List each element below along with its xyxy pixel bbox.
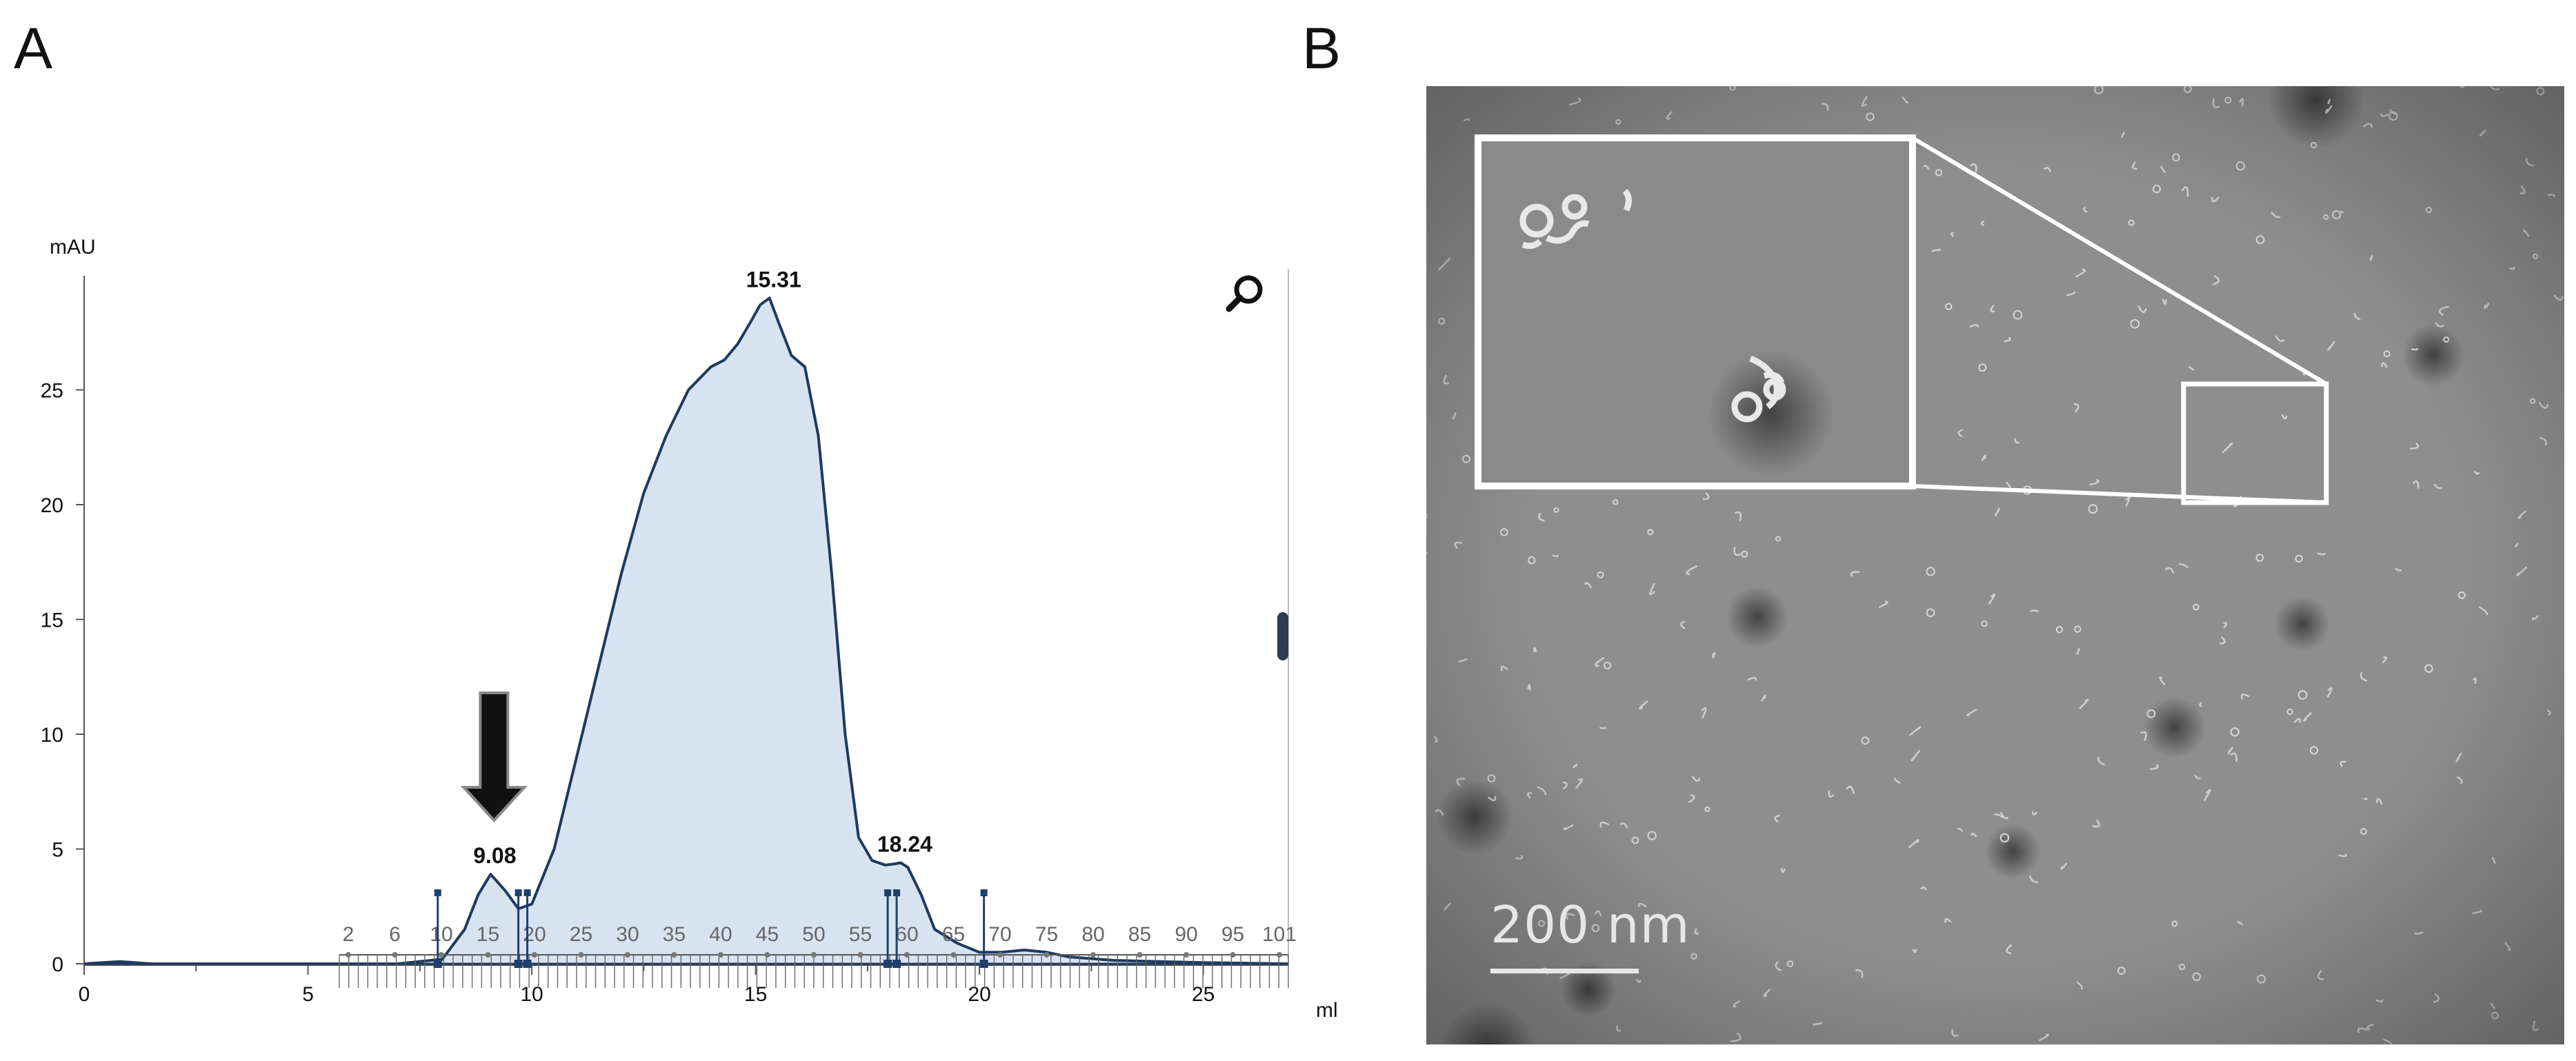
- y-tick-label: 15: [41, 609, 63, 632]
- fraction-label: 75: [1035, 923, 1058, 946]
- fraction-marker-foot: [892, 960, 901, 968]
- fraction-label: 2: [343, 923, 355, 946]
- fraction-marker-foot: [979, 960, 988, 968]
- fraction-marker-foot: [523, 960, 532, 968]
- y-tick-label: 20: [41, 494, 63, 517]
- chromatogram-area: [84, 298, 1288, 964]
- chromatogram-line: [83, 296, 1289, 965]
- x-axis-label: ml: [1316, 999, 1338, 1022]
- y-axis-label: mAU: [50, 236, 96, 259]
- fraction-dot: [345, 952, 351, 958]
- fraction-marker-foot: [433, 960, 442, 968]
- fraction-dot: [578, 952, 584, 958]
- fraction-marker-cap: [434, 889, 441, 896]
- fraction-label: 90: [1175, 923, 1197, 946]
- fraction-label: 30: [616, 923, 639, 946]
- fraction-dot: [392, 952, 398, 958]
- fraction-label: 65: [942, 923, 965, 946]
- zoom-box: [1911, 136, 2329, 505]
- x-tick-label: 20: [968, 983, 990, 1006]
- x-tick-label: 5: [302, 983, 314, 1006]
- fraction-dot: [717, 952, 723, 958]
- fraction-label: 25: [570, 923, 592, 946]
- fraction-dot: [438, 952, 444, 958]
- peak-label: 9.08: [473, 843, 516, 868]
- scale-bar-label: 200 nm: [1490, 896, 1690, 955]
- y-tick-label: 10: [41, 724, 63, 747]
- fraction-marker-cap: [893, 889, 901, 896]
- fraction-dot: [764, 952, 770, 958]
- x-tick-label: 15: [744, 983, 767, 1006]
- fraction-dot: [810, 952, 817, 958]
- fraction-dot: [950, 952, 957, 958]
- magnified-inset: [1475, 134, 1916, 489]
- fraction-label: 70: [988, 923, 1011, 946]
- y-tick-label: 0: [52, 953, 63, 976]
- fraction-dot: [1044, 952, 1050, 958]
- fraction-label: 60: [895, 923, 918, 946]
- peak-arrow-icon: [460, 691, 528, 822]
- y-tick-label: 25: [41, 380, 63, 403]
- fraction-label: 55: [849, 923, 872, 946]
- fraction-label: 45: [756, 923, 779, 946]
- magnifier-icon[interactable]: [1226, 275, 1263, 312]
- fraction-label: 6: [389, 923, 401, 946]
- fraction-label: 80: [1081, 923, 1104, 946]
- fraction-dot: [997, 952, 1003, 958]
- fraction-marker-cap: [884, 889, 892, 896]
- peak-label: 15.31: [746, 267, 801, 292]
- fraction-marker-cap: [515, 889, 522, 896]
- scroll-handle[interactable]: [1277, 612, 1288, 660]
- fraction-marker-foot: [883, 960, 892, 968]
- fraction-marker-cap: [523, 889, 531, 896]
- fraction-label: 85: [1128, 923, 1151, 946]
- fraction-label: 101: [1262, 923, 1297, 946]
- peak-label: 18.24: [877, 831, 932, 856]
- fraction-label: 15: [477, 923, 499, 946]
- electron-micrograph: 200 nm: [1426, 86, 2564, 1044]
- x-tick-label: 10: [520, 983, 543, 1006]
- fraction-label: 10: [430, 923, 452, 946]
- fraction-label: 35: [663, 923, 686, 946]
- fraction-dot: [624, 952, 630, 958]
- panel-label-b: B: [1302, 16, 1341, 81]
- scale-bar: [1490, 969, 1639, 973]
- x-tick-label: 0: [79, 983, 90, 1006]
- fraction-dot: [485, 952, 491, 958]
- fraction-label: 40: [709, 923, 732, 946]
- fraction-dot: [1230, 952, 1236, 958]
- fraction-marker-foot: [514, 960, 523, 968]
- fraction-dot: [531, 952, 537, 958]
- fraction-dot: [1137, 952, 1143, 958]
- y-tick-label: 5: [52, 839, 63, 862]
- fraction-dot: [1277, 952, 1283, 958]
- fraction-label: 50: [802, 923, 825, 946]
- fraction-marker-cap: [980, 889, 988, 896]
- fraction-dot: [1184, 952, 1190, 958]
- fraction-dot: [857, 952, 863, 958]
- fraction-dot: [1090, 952, 1097, 958]
- fraction-label: 95: [1221, 923, 1244, 946]
- panel-label-a: A: [14, 16, 53, 81]
- fraction-dot: [671, 952, 677, 958]
- fraction-dot: [903, 952, 910, 958]
